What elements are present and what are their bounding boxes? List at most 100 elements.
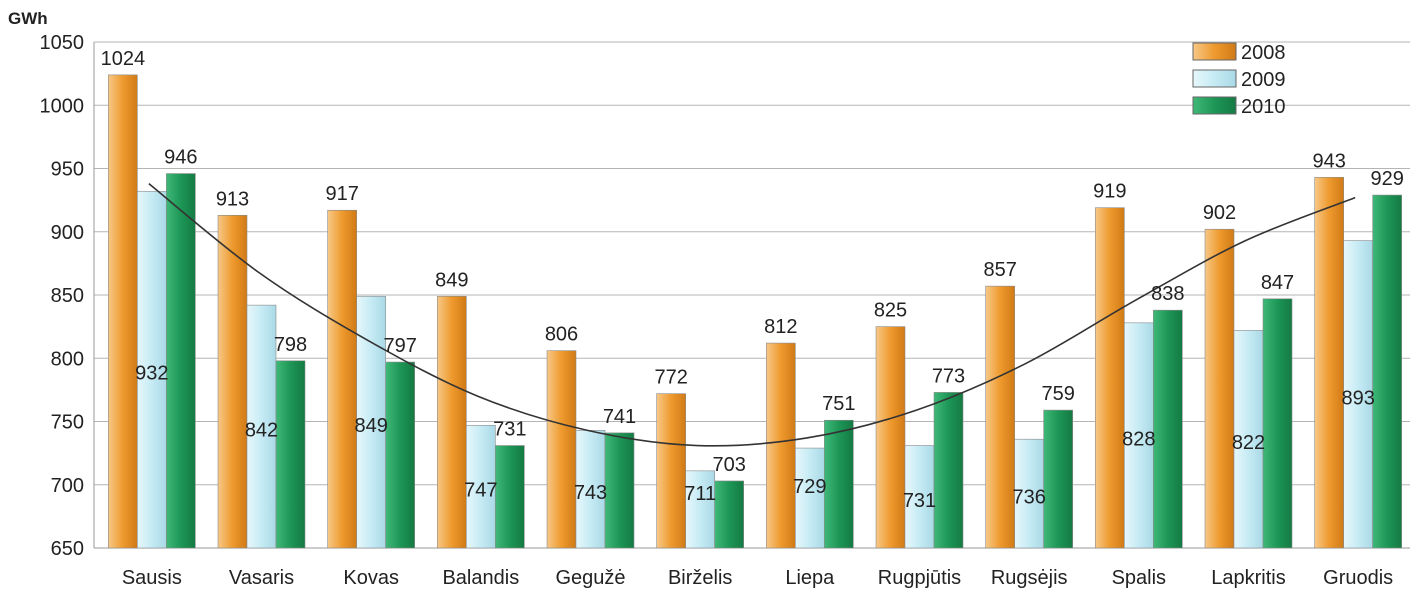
x-tick-label: Liepa	[785, 567, 835, 589]
data-label-2009-Vasaris: 842	[245, 420, 278, 442]
bar-2010-Kovas	[385, 361, 415, 549]
bar-2010-Spalis	[1153, 309, 1183, 549]
bar-2008-Gruodis	[1314, 177, 1344, 549]
data-label-2008-Sausis: 1024	[101, 48, 146, 70]
bar-2008-Sausis	[108, 74, 138, 549]
data-label-2008-Balandis: 849	[435, 269, 468, 291]
x-tick-label: Sausis	[122, 567, 182, 589]
data-labels: 1024 932 946 913 842 798 917 849 797 849 747 731 806…	[101, 48, 1404, 512]
bar-2008-Spalis	[1095, 207, 1125, 549]
bar-2010-Rugsėjis	[1043, 409, 1073, 549]
data-label-2009-Gruodis: 893	[1341, 387, 1374, 409]
data-label-2009-Rugpjūtis: 731	[903, 490, 936, 512]
data-label-2009-Kovas: 849	[354, 415, 387, 437]
legend-swatch-2009	[1192, 69, 1237, 88]
bar-2010-Gruodis	[1372, 194, 1402, 549]
data-label-2008-Liepa: 812	[764, 316, 797, 338]
y-unit-label: GWh	[8, 9, 48, 28]
data-label-2009-Sausis: 932	[135, 363, 168, 385]
data-label-2008-Spalis: 919	[1093, 181, 1126, 203]
data-label-2008-Vasaris: 913	[216, 188, 249, 210]
y-tick-label: 950	[51, 159, 84, 181]
bar-2008-Liepa	[766, 342, 796, 549]
bar-2008-Lapkritis	[1204, 228, 1235, 549]
y-tick-label: 800	[51, 348, 84, 370]
data-label-2010-Birželis: 703	[712, 454, 745, 476]
legend-label-2008: 2008	[1241, 42, 1286, 64]
data-label-2008-Rugpjūtis: 825	[874, 300, 907, 322]
data-label-2010-Vasaris: 798	[274, 334, 307, 356]
data-label-2008-Kovas: 917	[325, 183, 358, 205]
x-tick-label: Balandis	[442, 567, 519, 589]
bar-2009-Balandis	[466, 424, 496, 549]
bar-2010-Birželis	[714, 480, 744, 549]
bar-2009-Birželis	[685, 470, 715, 549]
bar-2008-Kovas	[327, 209, 357, 549]
data-label-2010-Spalis: 838	[1151, 283, 1184, 305]
data-label-2009-Gegužė: 743	[574, 482, 607, 504]
bar-2009-Liepa	[795, 447, 825, 549]
legend-label-2010: 2010	[1241, 96, 1286, 118]
x-tick-label: Rugpjūtis	[878, 567, 961, 589]
bar-2008-Birželis	[656, 393, 686, 549]
legend: 2008 2009 2010	[1192, 42, 1286, 118]
bar-2009-Gruodis	[1343, 240, 1373, 549]
legend-swatch-2010	[1192, 96, 1237, 115]
bar-2009-Rugpjūtis	[904, 445, 935, 549]
bar-2009-Vasaris	[246, 304, 277, 549]
y-tick-label: 750	[51, 412, 84, 434]
bar-2010-Gegužė	[604, 432, 635, 549]
bar-2010-Liepa	[824, 419, 854, 549]
x-tick-label: Gruodis	[1323, 567, 1393, 589]
data-label-2010-Gruodis: 929	[1370, 168, 1403, 190]
data-label-2010-Kovas: 797	[383, 335, 416, 357]
y-tick-label: 1000	[40, 95, 85, 117]
x-tick-label: Birželis	[668, 567, 732, 589]
bar-2010-Rugpjūtis	[933, 392, 964, 549]
legend-swatch-2008	[1192, 42, 1237, 61]
data-label-2008-Gruodis: 943	[1312, 150, 1345, 172]
y-tick-label: 650	[51, 538, 84, 560]
y-tick-label: 900	[51, 222, 84, 244]
bar-2008-Gegužė	[546, 350, 577, 549]
y-tick-label: 1050	[40, 32, 85, 54]
data-label-2010-Sausis: 946	[164, 147, 197, 169]
legend-label-2009: 2009	[1241, 69, 1286, 91]
bar-2009-Kovas	[356, 295, 386, 549]
x-tick-label: Spalis	[1112, 567, 1166, 589]
data-label-2008-Birželis: 772	[654, 367, 687, 389]
bar-2008-Rugpjūtis	[875, 326, 906, 549]
data-label-2010-Liepa: 751	[822, 393, 855, 415]
x-tick-label: Rugsėjis	[991, 567, 1068, 589]
bar-2009-Spalis	[1124, 322, 1154, 549]
data-label-2010-Lapkritis: 847	[1261, 272, 1294, 294]
x-tick-label: Vasaris	[229, 567, 294, 589]
x-axis-ticks: Sausis Vasaris Kovas Balandis Gegužė Birželis…	[122, 567, 1393, 589]
bar-2009-Sausis	[137, 190, 167, 549]
data-label-2009-Spalis: 828	[1122, 428, 1155, 450]
bar-2010-Vasaris	[275, 360, 306, 549]
bars	[108, 74, 1402, 549]
data-label-2010-Rugpjūtis: 773	[932, 365, 965, 387]
data-label-2009-Rugsėjis: 736	[1012, 487, 1045, 509]
grid	[93, 41, 1410, 549]
bar-2008-Balandis	[437, 295, 467, 549]
data-label-2008-Lapkritis: 902	[1203, 202, 1236, 224]
bar-2010-Sausis	[166, 173, 196, 549]
bar-2009-Lapkritis	[1233, 330, 1264, 549]
x-tick-label: Kovas	[343, 567, 399, 589]
trendline	[148, 183, 1356, 447]
data-label-2010-Gegužė: 741	[603, 406, 636, 428]
data-label-2010-Balandis: 731	[493, 419, 526, 441]
x-tick-label: Lapkritis	[1211, 567, 1285, 589]
bar-2009-Gegužė	[575, 430, 606, 549]
bar-2010-Lapkritis	[1262, 298, 1293, 549]
data-label-2008-Rugsėjis: 857	[983, 259, 1016, 281]
data-label-2009-Balandis: 747	[464, 480, 497, 502]
trendline-group	[148, 183, 1356, 447]
data-label-2010-Rugsėjis: 759	[1041, 383, 1074, 405]
y-tick-label: 850	[51, 285, 84, 307]
bar-2010-Balandis	[495, 445, 525, 549]
data-label-2009-Lapkritis: 822	[1232, 432, 1265, 454]
